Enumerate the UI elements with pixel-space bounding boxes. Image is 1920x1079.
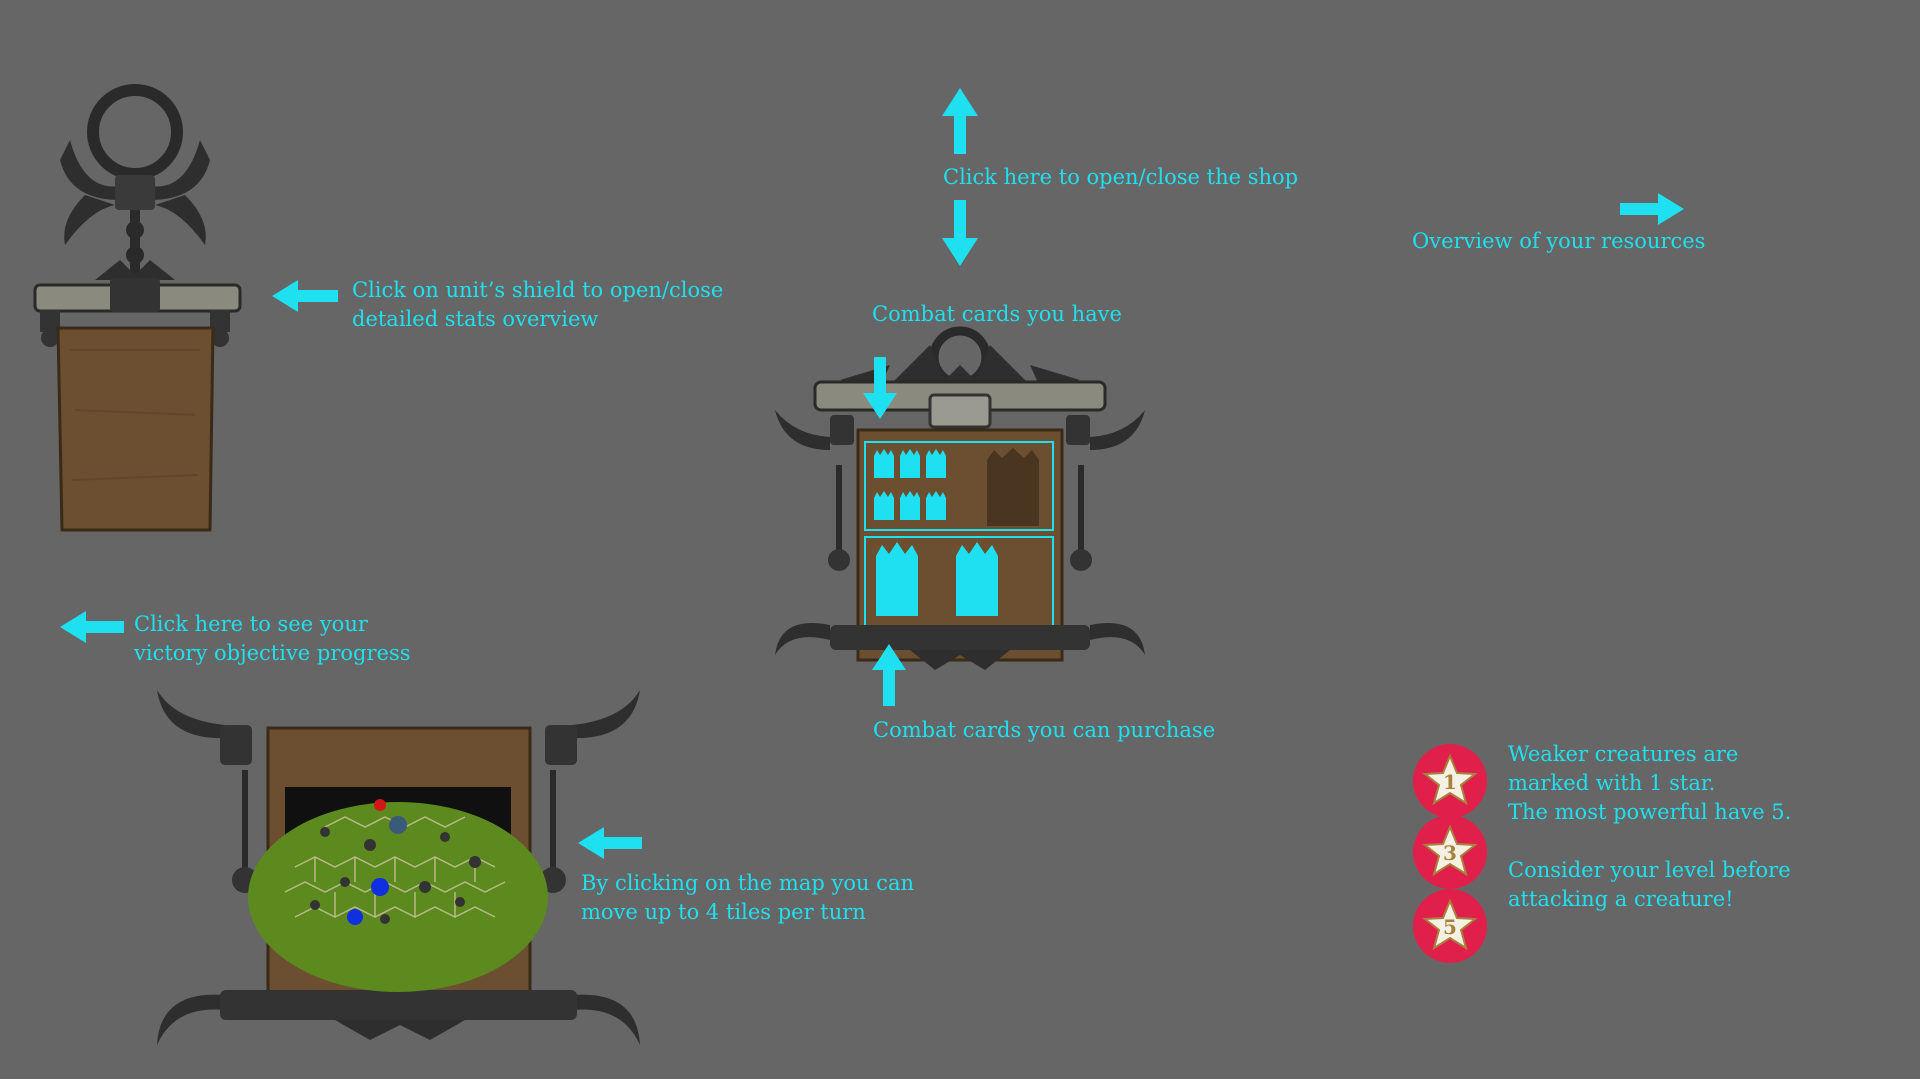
arrow-up-icon <box>872 644 906 706</box>
shop-panel[interactable] <box>770 325 1150 690</box>
card-icon <box>874 491 894 520</box>
unit-shield-banner[interactable] <box>30 80 245 540</box>
arrow-left-icon <box>272 280 338 312</box>
badge-star-count: 3 <box>1443 841 1457 865</box>
creature-stars-hint: Weaker creatures are marked with 1 star.… <box>1508 742 1792 911</box>
arrow-up-icon <box>942 88 978 154</box>
creature-badge-3: 3 <box>1413 815 1487 889</box>
claw-icon <box>145 140 210 200</box>
card-icon <box>876 542 918 616</box>
cards-purchase-label: Combat cards you can purchase <box>873 718 1216 742</box>
arrow-right-icon <box>1620 193 1684 225</box>
owned-cards <box>874 448 1039 526</box>
card-icon <box>874 449 894 478</box>
card-icon <box>926 491 946 520</box>
creature-badge-1: 1 <box>1413 744 1487 818</box>
arrow-left-icon <box>578 827 642 859</box>
badge-star-count: 1 <box>1443 770 1457 794</box>
card-icon <box>900 491 920 520</box>
star-icon <box>1413 744 1487 818</box>
shop-toggle-hint: Click here to open/close the shop <box>943 165 1299 189</box>
arrow-down-icon <box>942 200 978 266</box>
creature-badge-5: 5 <box>1413 889 1487 963</box>
unit-shield-hint: Click on unit’s shield to open/close det… <box>352 278 724 331</box>
map-move-hint: By clicking on the map you can move up t… <box>581 871 914 924</box>
arrow-down-icon <box>863 357 897 419</box>
cards-have-label: Combat cards you have <box>872 302 1122 326</box>
claw-icon <box>60 140 125 200</box>
card-icon <box>900 449 920 478</box>
card-icon <box>956 542 998 616</box>
card-icon <box>926 449 946 478</box>
badge-star-count: 5 <box>1443 915 1457 939</box>
star-icon <box>1413 815 1487 889</box>
ring-icon <box>87 84 183 180</box>
arrow-left-icon <box>60 611 124 643</box>
card-slot-icon <box>987 448 1039 526</box>
resources-hint: Overview of your resources <box>1412 229 1706 253</box>
star-icon <box>1413 889 1487 963</box>
game-map[interactable] <box>248 787 548 992</box>
victory-hint: Click here to see your victory objective… <box>134 612 411 665</box>
purchase-cards[interactable] <box>872 542 1012 618</box>
